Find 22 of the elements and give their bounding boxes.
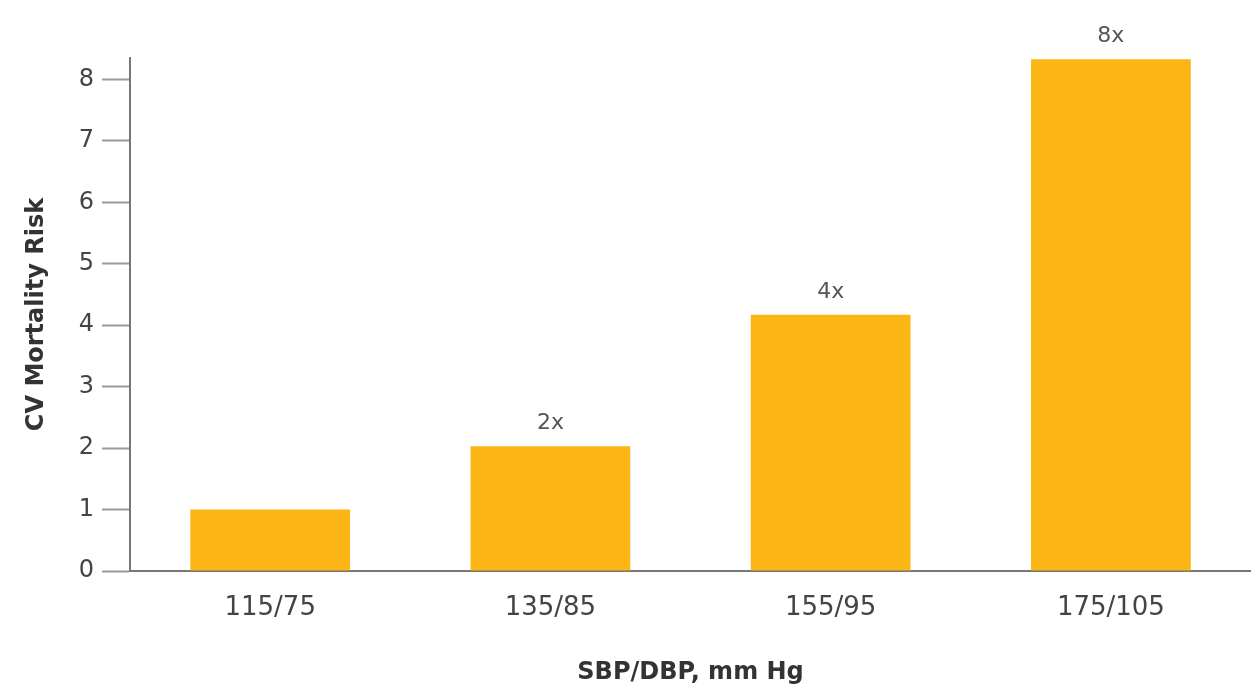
y-tick-label: 3 [78,370,95,399]
y-tick-label: 4 [78,309,95,338]
y-tick-label: 6 [78,186,95,215]
data-label: 2x [536,409,564,434]
y-tick-label: 1 [78,493,95,522]
bar [470,446,631,571]
y-tick-label: 8 [78,63,95,92]
x-axis-title: SBP/DBP, mm Hg [577,656,804,685]
x-tick-label: 135/85 [504,591,597,622]
y-tick-label: 7 [78,125,95,154]
x-tick-label: 175/105 [1056,591,1165,622]
data-label: 8x [1097,21,1125,47]
x-tick-label: 155/95 [784,591,877,622]
y-axis-title: CV Mortality Risk [20,196,49,432]
bar [190,509,351,571]
y-tick-label: 2 [78,432,95,461]
x-tick-label: 115/75 [224,591,316,622]
y-tick-label: 0 [78,555,95,584]
data-label: 4x [817,277,845,303]
bar [1031,59,1191,571]
bar [750,314,911,571]
y-tick-label: 5 [78,248,95,277]
